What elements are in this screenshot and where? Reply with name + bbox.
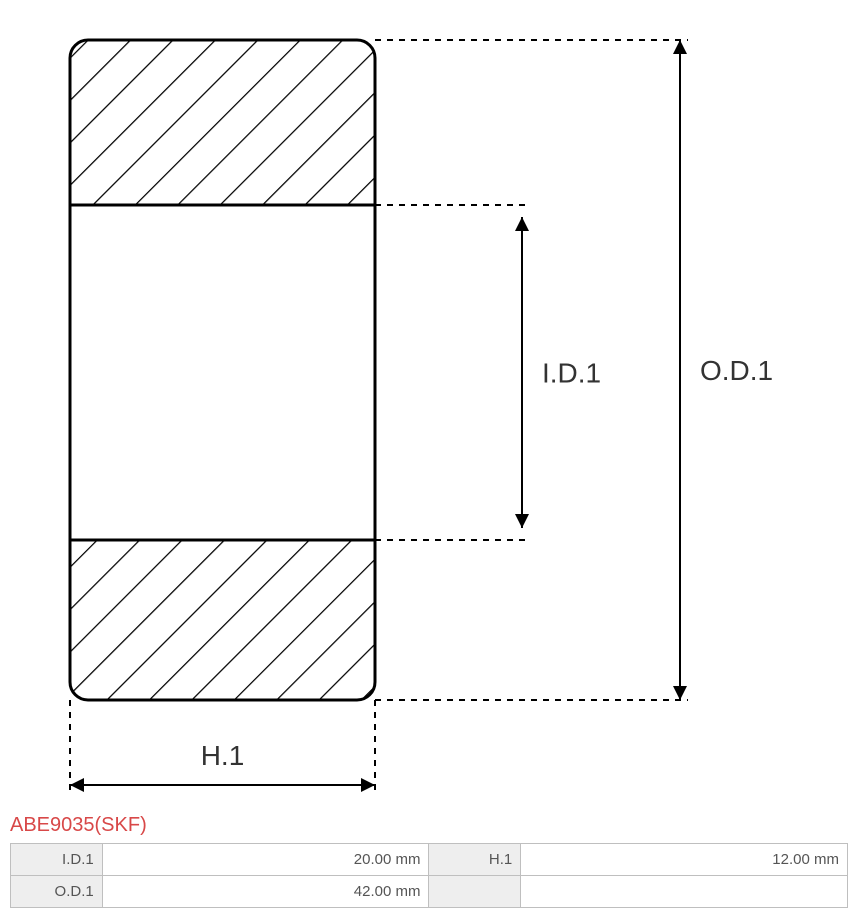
spec-value: 20.00 mm <box>102 844 429 876</box>
bearing-diagram: O.D.1 I.D.1 H.1 <box>0 0 848 810</box>
svg-text:H.1: H.1 <box>201 740 245 771</box>
spec-table: I.D.1 20.00 mm H.1 12.00 mm O.D.1 42.00 … <box>10 843 848 908</box>
spec-label: I.D.1 <box>11 844 103 876</box>
spec-value: 42.00 mm <box>102 876 429 908</box>
table-row: O.D.1 42.00 mm <box>11 876 848 908</box>
table-row: I.D.1 20.00 mm H.1 12.00 mm <box>11 844 848 876</box>
spec-value <box>521 876 848 908</box>
spec-label <box>429 876 521 908</box>
spec-label: O.D.1 <box>11 876 103 908</box>
svg-text:O.D.1: O.D.1 <box>700 355 773 386</box>
spec-value: 12.00 mm <box>521 844 848 876</box>
spec-label: H.1 <box>429 844 521 876</box>
part-title: ABE9035(SKF) <box>0 810 848 843</box>
svg-text:I.D.1: I.D.1 <box>542 358 601 389</box>
